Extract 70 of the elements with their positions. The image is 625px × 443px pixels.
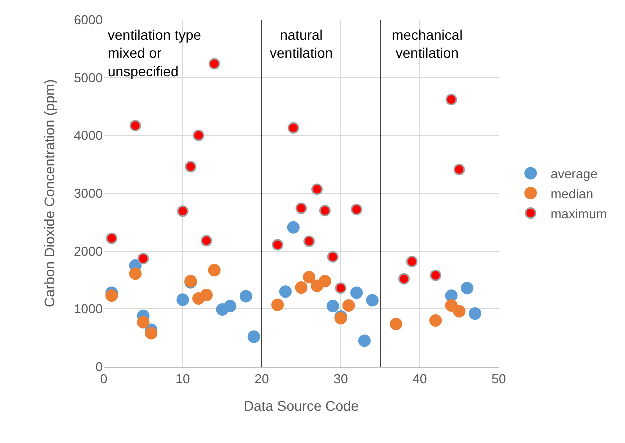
point (304, 236, 316, 248)
x-axis-title: Data Source Code (244, 398, 360, 414)
point (106, 290, 118, 302)
point (327, 251, 339, 263)
y-tick-label: 5000 (74, 70, 103, 86)
point (351, 204, 363, 216)
point (390, 318, 403, 330)
point (366, 294, 379, 307)
point (200, 289, 213, 302)
point (224, 300, 237, 313)
point (398, 273, 410, 285)
legend-label: median (550, 186, 594, 202)
point (335, 282, 347, 294)
point (350, 286, 364, 300)
point (208, 264, 221, 277)
x-tick-label: 50 (492, 372, 506, 387)
point (296, 202, 308, 214)
point (248, 330, 260, 344)
point (129, 268, 142, 280)
y-tick-label: 4000 (74, 128, 103, 144)
point (200, 235, 212, 247)
point (272, 239, 284, 251)
point (193, 130, 205, 142)
point (185, 161, 197, 173)
point (326, 300, 340, 313)
point (145, 327, 158, 340)
point (240, 290, 252, 303)
x-tick-label: 20 (254, 372, 270, 387)
point (445, 299, 458, 312)
point (279, 286, 292, 298)
point (138, 253, 150, 265)
point (430, 270, 442, 282)
y-axis-title: Carbon Dioxide Concentration (ppm) (42, 80, 58, 308)
legend-label: maximum (550, 206, 608, 222)
point (176, 294, 190, 306)
point (137, 316, 150, 329)
x-tick-label: 30 (334, 372, 348, 387)
point (208, 58, 220, 70)
point (106, 232, 118, 244)
point (469, 308, 482, 320)
point (312, 184, 324, 196)
point (318, 275, 332, 288)
point (130, 120, 142, 132)
y-tick-label: 0 (96, 360, 103, 375)
point (295, 282, 308, 294)
x-tick-label: 40 (412, 372, 428, 387)
point (288, 122, 300, 134)
point (453, 305, 466, 318)
y-tick-label: 1000 (74, 302, 103, 317)
point (272, 298, 284, 312)
y-tick-label: 3000 (74, 186, 103, 202)
point (319, 205, 331, 217)
annotation: natural ventilation (270, 27, 334, 62)
point (177, 206, 189, 218)
point (287, 221, 300, 234)
point (454, 164, 466, 176)
legend-label: average (550, 166, 598, 182)
x-tick-label: 10 (176, 372, 190, 387)
y-tick-label: 2000 (74, 244, 103, 259)
point (430, 314, 442, 327)
point (342, 299, 356, 312)
point (406, 256, 418, 268)
annotation: ventilation type mixed or unspecified (108, 27, 202, 80)
point (358, 334, 371, 348)
point (446, 94, 458, 106)
point (445, 290, 458, 302)
point (303, 271, 316, 284)
point (461, 282, 474, 295)
y-tick-label: 6000 (74, 12, 103, 28)
annotation: mechanical ventilation (392, 27, 463, 62)
